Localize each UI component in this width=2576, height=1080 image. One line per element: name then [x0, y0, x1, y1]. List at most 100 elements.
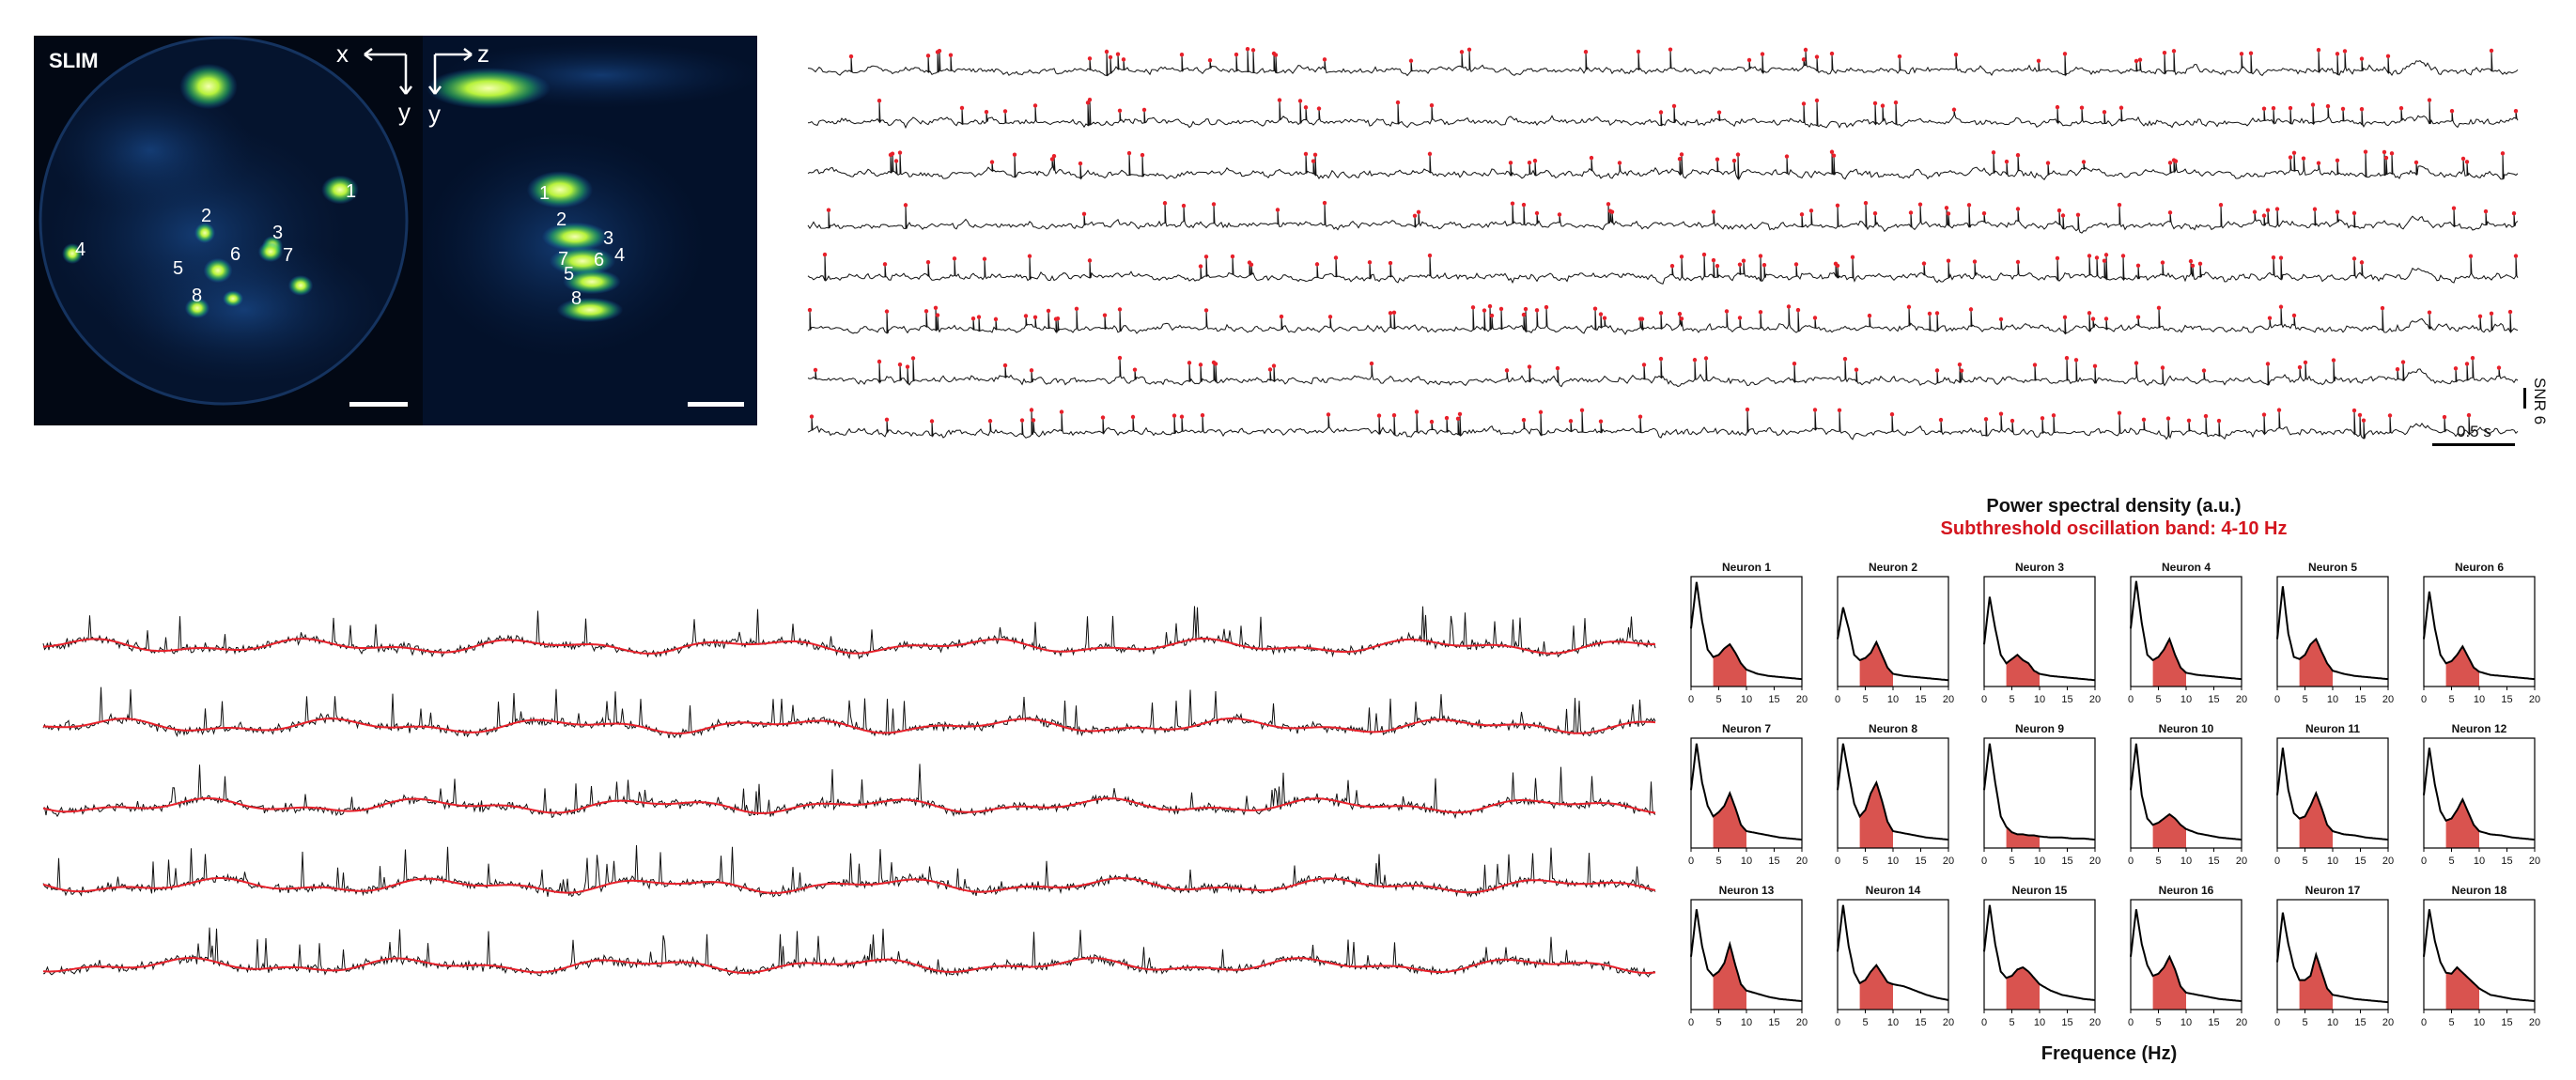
- neuron-glow-spot: [184, 298, 210, 318]
- spike-marker: [1391, 413, 1397, 418]
- spike-marker: [2261, 412, 2267, 417]
- scale-bar-right: [688, 402, 744, 407]
- spike-marker: [2278, 304, 2284, 309]
- psd-x-tick-label: 10: [2474, 1017, 2485, 1028]
- psd-x-tick-label: 10: [2180, 856, 2192, 867]
- spike-marker: [1279, 314, 1284, 319]
- neuron-signals: [62, 63, 624, 323]
- spike-marker: [2015, 207, 2021, 211]
- spike-marker: [2055, 255, 2060, 261]
- spike-marker: [2173, 159, 2179, 163]
- neuron-glow-spot: [321, 175, 359, 205]
- oscillation-band-fill: [1713, 944, 1746, 1010]
- spike-marker: [903, 203, 908, 208]
- psd-x-tick-label: 5: [2448, 694, 2454, 705]
- spike-marker: [1746, 57, 1752, 63]
- psd-curve: [1690, 909, 1803, 1002]
- spike-marker: [2464, 362, 2470, 366]
- orientation-axes: [364, 48, 473, 95]
- psd-panel: Neuron 10 0 5 10 15 20: [2128, 722, 2247, 867]
- spike-marker: [1677, 157, 1683, 162]
- spike-marker: [1532, 158, 1538, 163]
- oscillation-band-fill: [2152, 814, 2186, 848]
- neuron-glow-spot: [223, 290, 243, 307]
- spike-marker: [2271, 255, 2276, 260]
- spike-marker: [2239, 52, 2244, 56]
- psd-panel-title: Neuron 18: [2452, 884, 2507, 897]
- spike-marker: [1938, 417, 1944, 423]
- spike-marker: [2477, 314, 2483, 318]
- spike-marker: [1966, 203, 1972, 208]
- spike-marker: [890, 151, 895, 156]
- neuron-label: 7: [558, 249, 568, 270]
- spike-marker: [2162, 50, 2167, 55]
- spike-marker: [923, 309, 929, 314]
- psd-x-tick-label: 10: [2034, 694, 2045, 705]
- psd-title: Power spectral density (a.u.): [1986, 496, 2241, 517]
- spike-marker: [1534, 210, 1540, 216]
- spike-marker: [2004, 159, 2010, 164]
- psd-curve: [2423, 748, 2536, 841]
- spike-marker: [925, 54, 931, 58]
- spike-marker: [2385, 54, 2391, 58]
- spike-marker: [1012, 152, 1017, 157]
- oscillation-band-fill: [2445, 646, 2479, 687]
- spike-marker: [1181, 203, 1187, 208]
- spike-marker: [1314, 262, 1320, 267]
- spike-marker: [2102, 110, 2107, 115]
- spike-marker: [1207, 57, 1213, 63]
- spike-marker: [1211, 202, 1217, 207]
- spike-marker: [1100, 415, 1106, 420]
- psd-curve: [2423, 909, 2536, 1002]
- spike-marker: [2382, 149, 2387, 155]
- spike-marker: [1983, 417, 1989, 422]
- spike-marker: [1115, 52, 1121, 56]
- psd-x-tick-label: 15: [2061, 856, 2072, 867]
- spike-marker: [1737, 262, 1743, 267]
- psd-x-tick-label: 5: [1862, 1017, 1868, 1028]
- spike-marker: [1487, 303, 1493, 309]
- spike-marker: [2351, 256, 2357, 261]
- psd-curve: [1837, 607, 1949, 682]
- psd-x-tick-label: 5: [2009, 1017, 2014, 1028]
- spike-marker: [1117, 307, 1123, 312]
- spike-marker: [1172, 413, 1177, 418]
- spike-marker: [2064, 356, 2070, 361]
- spike-marker: [2500, 151, 2506, 156]
- spike-marker: [1203, 308, 1209, 313]
- spike-marker: [2261, 106, 2267, 111]
- spike-trace-line: [807, 254, 2519, 285]
- psd-x-tick-label: 15: [1915, 856, 1926, 867]
- psd-x-tick-label: 0: [1688, 694, 1694, 705]
- psd-x-tick-label: 5: [2448, 856, 2454, 867]
- psd-x-tick-label: 0: [2128, 694, 2134, 705]
- spike-marker: [1277, 98, 1282, 102]
- spike-marker: [1921, 261, 1927, 266]
- psd-x-tick-label: 0: [1835, 1017, 1840, 1028]
- spike-marker: [1117, 355, 1123, 361]
- psd-curve: [1837, 743, 1949, 841]
- neuron-label: 5: [564, 264, 574, 285]
- spike-marker: [1498, 306, 1504, 312]
- psd-x-tick-label: 20: [1796, 694, 1808, 705]
- subthreshold-trace-row: [42, 764, 1656, 820]
- spike-marker: [2359, 107, 2365, 112]
- spike-marker: [1527, 364, 1532, 369]
- scale-bar-left: [349, 402, 408, 407]
- psd-x-tick-label: 15: [1768, 1017, 1779, 1028]
- spike-marker: [1132, 367, 1138, 372]
- left-neuron-labels: 1 2 3 4 5 6 7 8: [75, 181, 356, 306]
- spike-marker: [1327, 315, 1333, 319]
- spike-marker: [1055, 316, 1061, 321]
- spike-marker: [1087, 258, 1093, 263]
- psd-x-tick-label: 0: [1981, 694, 1987, 705]
- spike-marker: [2489, 48, 2494, 54]
- spike-marker: [2301, 156, 2306, 161]
- psd-x-tick-label: 0: [2274, 1017, 2280, 1028]
- spike-marker: [809, 414, 815, 419]
- spike-marker: [2387, 413, 2393, 418]
- psd-curve: [1983, 904, 2096, 1001]
- spike-marker: [1854, 367, 1859, 372]
- psd-panel-title: Neuron 1: [1722, 561, 1771, 574]
- subthreshold-fit-line: [42, 797, 1656, 815]
